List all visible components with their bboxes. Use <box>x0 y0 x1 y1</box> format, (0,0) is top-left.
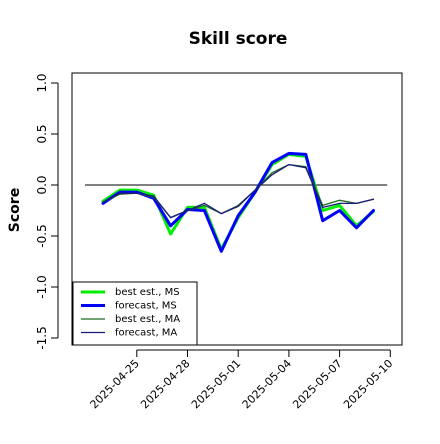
series-3-point <box>186 209 189 212</box>
x-tick-label: 2025-04-28 <box>138 357 192 411</box>
series-3-point <box>237 205 239 208</box>
series-3-point <box>372 198 374 200</box>
series-3-point <box>136 192 138 194</box>
series-1-point <box>170 225 172 227</box>
y-tick-label: 1.0 <box>35 73 49 92</box>
series-3-point <box>203 202 205 204</box>
series-1-point <box>305 153 307 155</box>
series-1-point <box>220 250 222 252</box>
series-2-point <box>339 199 341 201</box>
y-axis-label: Score <box>7 188 23 232</box>
series-3-point <box>170 217 172 219</box>
x-tick-label: 2025-04-25 <box>88 357 142 411</box>
series-1-point <box>339 209 341 212</box>
y-tick-label: 0.0 <box>35 175 49 194</box>
series-3-point <box>271 174 273 176</box>
x-tick-label: 2025-05-07 <box>290 357 344 411</box>
series-0-point <box>186 206 189 209</box>
series-1-point <box>203 209 205 212</box>
series-1-point <box>322 220 324 222</box>
series-3-point <box>254 189 256 191</box>
series-2-point <box>203 204 205 206</box>
series-1-point <box>254 191 256 193</box>
series-0-point <box>339 204 341 206</box>
series-0-point <box>203 206 205 209</box>
legend-label-3: forecast, MA <box>115 328 177 339</box>
series-1-point <box>237 215 239 217</box>
series-0-point <box>170 233 172 235</box>
chart-title: Skill score <box>189 29 288 49</box>
y-tick-label: -0.5 <box>35 224 49 247</box>
series-1-point <box>271 161 273 164</box>
x-tick-label: 2025-05-04 <box>240 357 294 411</box>
series-3-point <box>153 195 155 197</box>
legend-label-2: best est., MA <box>115 314 180 325</box>
series-1-point <box>355 227 358 229</box>
series-1-point <box>288 152 290 154</box>
series-1-point <box>119 191 121 193</box>
series-3-point <box>339 202 341 204</box>
series-3-point <box>322 206 324 209</box>
legend-label-0: best est., MS <box>115 287 180 298</box>
y-tick-label: -1.0 <box>35 275 49 298</box>
x-tick-label: 2025-05-10 <box>341 357 395 411</box>
series-0-point <box>322 209 324 212</box>
series-3-point <box>355 202 358 204</box>
series-3-point <box>102 201 104 203</box>
series-3-point <box>119 192 121 194</box>
series-1-point <box>102 202 104 204</box>
series-3-point <box>288 164 290 166</box>
series-2-point <box>305 166 307 168</box>
series-3-point <box>305 167 307 169</box>
series-1-point <box>372 209 374 212</box>
series-0-point <box>136 189 138 191</box>
series-3-point <box>220 212 222 215</box>
x-tick-label: 2025-05-01 <box>189 357 243 411</box>
series-1-point <box>136 191 138 193</box>
y-tick-label: -1.5 <box>35 326 49 349</box>
series-0-point <box>119 189 121 191</box>
legend-label-1: forecast, MS <box>115 301 177 312</box>
y-tick-label: 0.5 <box>35 124 49 143</box>
series-2-point <box>271 172 273 174</box>
plot-frame <box>71 72 403 346</box>
